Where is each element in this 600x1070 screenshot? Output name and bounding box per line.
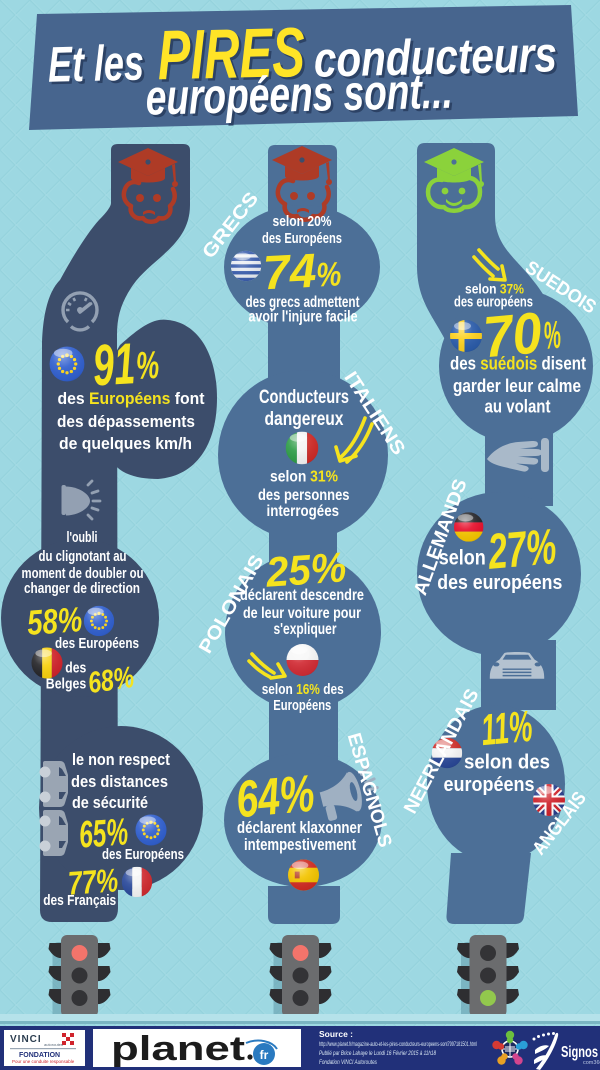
svg-text:le non respect: le non respect	[72, 750, 170, 769]
svg-text:77%: 77%	[67, 861, 119, 901]
svg-text:déclarent descendre: déclarent descendre	[240, 587, 364, 604]
svg-text:Conducteurs: Conducteurs	[259, 387, 349, 408]
svg-text:65%: 65%	[78, 811, 130, 856]
svg-text:des Européens font: des Européens font	[58, 389, 205, 408]
svg-text:selon 37%: selon 37%	[465, 281, 524, 297]
svg-text:Fondation VINCI Autoroutes: Fondation VINCI Autoroutes	[319, 1059, 378, 1066]
svg-text:fr: fr	[260, 1048, 269, 1062]
svg-text:Et les: Et les	[47, 35, 144, 93]
svg-text:des grecs admettent: des grecs admettent	[246, 294, 360, 311]
svg-text:conducteurs: conducteurs	[316, 29, 560, 90]
svg-text:selon 20%: selon 20%	[273, 214, 332, 230]
svg-text:intempestivement: intempestivement	[244, 836, 356, 854]
svg-text:68%: 68%	[86, 661, 136, 700]
svg-text:changer de direction: changer de direction	[24, 580, 140, 597]
svg-text:27%: 27%	[485, 518, 558, 580]
svg-text:planet: planet	[111, 1030, 245, 1068]
svg-text:européens sont...: européens sont...	[148, 65, 456, 128]
svg-text:déclarent klaxonner: déclarent klaxonner	[237, 819, 362, 837]
svg-text:64%: 64%	[234, 765, 317, 830]
svg-text:http://www.planet.fr/magazine-: http://www.planet.fr/magazine-auto-et-le…	[319, 1042, 477, 1048]
svg-text:selon des: selon des	[464, 752, 550, 774]
svg-text:garder leur calme: garder leur calme	[453, 375, 581, 396]
svg-text:dangereux: dangereux	[265, 409, 344, 430]
svg-text:des Européens: des Européens	[262, 230, 342, 247]
svg-text:de quelques km/h: de quelques km/h	[59, 434, 192, 453]
svg-text:Européens: Européens	[273, 697, 331, 714]
svg-text:des dépassements: des dépassements	[57, 412, 195, 431]
svg-text:%: %	[135, 344, 160, 388]
svg-text:70: 70	[481, 300, 544, 370]
svg-text:Pour une conduite responsable: Pour une conduite responsable	[12, 1059, 75, 1064]
svg-text:s'expliquer: s'expliquer	[274, 621, 337, 638]
svg-text:selon 16% des: selon 16% des	[262, 681, 344, 698]
svg-text:au volant: au volant	[485, 396, 551, 417]
svg-text:Publié par Brice Lahaye le Lun: Publié par Brice Lahaye le Lundi 16 Févr…	[319, 1050, 436, 1057]
svg-text:autoroutes: autoroutes	[44, 1042, 63, 1047]
svg-text:de sécurité: de sécurité	[72, 793, 148, 812]
svg-text:%: %	[542, 314, 563, 358]
svg-text:58%: 58%	[26, 600, 84, 643]
svg-text:des Européens: des Européens	[102, 846, 184, 863]
svg-text:com360: com360	[583, 1060, 600, 1066]
svg-text:l'oubli: l'oubli	[67, 529, 98, 546]
svg-text:européens sont...: européens sont...	[145, 63, 453, 126]
svg-text:%: %	[315, 255, 342, 294]
svg-text:des Européens: des Européens	[55, 635, 139, 652]
svg-text:des suédois disent: des suédois disent	[450, 353, 586, 374]
svg-text:du clignotant au: du clignotant au	[39, 548, 127, 565]
svg-text:PIRES: PIRES	[159, 15, 308, 96]
svg-text:européens: européens	[444, 774, 535, 796]
svg-text:des européens: des européens	[437, 571, 562, 594]
svg-text:Belges: Belges	[46, 676, 86, 693]
svg-text:74: 74	[262, 245, 318, 301]
svg-text:Source :: Source :	[319, 1029, 353, 1039]
svg-text:11%: 11%	[479, 702, 534, 755]
svg-text:des Français: des Français	[43, 892, 116, 909]
svg-text:selon 31%: selon 31%	[270, 469, 338, 486]
svg-text:de leur voiture pour: de leur voiture pour	[243, 605, 361, 622]
svg-text:PIRES: PIRES	[157, 13, 306, 94]
svg-text:VINCI: VINCI	[10, 1034, 42, 1045]
svg-text:des personnes: des personnes	[258, 487, 350, 504]
svg-text:moment de doubler ou: moment de doubler ou	[22, 565, 144, 582]
svg-text:Signos: Signos	[561, 1044, 598, 1061]
svg-text:interrogées: interrogées	[267, 503, 340, 520]
svg-text:selon: selon	[439, 547, 486, 570]
svg-text:91: 91	[91, 331, 136, 398]
svg-text:FONDATION: FONDATION	[19, 1052, 60, 1059]
svg-text:25%: 25%	[264, 543, 348, 596]
svg-text:des: des	[65, 660, 86, 677]
svg-text:des européens: des européens	[454, 295, 533, 311]
svg-text:conducteurs: conducteurs	[313, 26, 557, 87]
svg-text:Et les: Et les	[50, 37, 147, 95]
svg-text:des distances: des distances	[71, 772, 168, 791]
svg-text:avoir l'injure facile: avoir l'injure facile	[249, 309, 358, 326]
